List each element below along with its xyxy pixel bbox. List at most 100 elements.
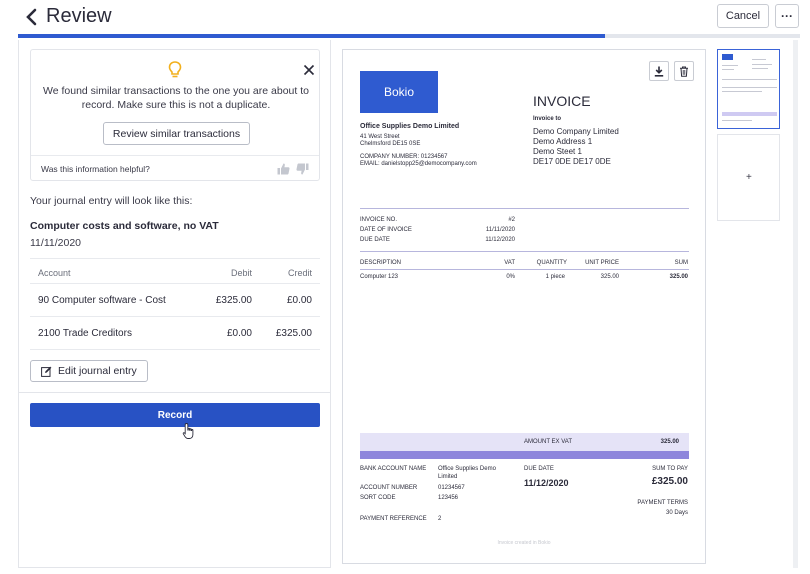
thumbnail-line bbox=[722, 120, 752, 121]
col-vat: VAT bbox=[504, 260, 515, 266]
column-credit: Credit bbox=[287, 268, 312, 278]
thumbnail-band bbox=[722, 112, 777, 116]
journal-date: 11/11/2020 bbox=[30, 237, 81, 249]
record-button[interactable]: Record bbox=[30, 403, 320, 427]
sum-to-pay-value: £325.00 bbox=[651, 476, 688, 487]
thumbnail-logo bbox=[722, 54, 733, 60]
sender-name: Office Supplies Demo Limited bbox=[360, 123, 460, 130]
page-thumbnail[interactable] bbox=[717, 49, 780, 129]
recipient-postcode: DE17 0DE DE17 0DE bbox=[533, 157, 611, 166]
thumbnail-line bbox=[722, 69, 734, 70]
bank-account-value-1: Office Supplies Demo bbox=[438, 466, 496, 472]
sort-code-value: 123456 bbox=[438, 495, 459, 501]
invoice-no-label: INVOICE NO. bbox=[360, 217, 398, 223]
payment-reference-value: 2 bbox=[438, 516, 442, 522]
sender-city: Chelmsford DE15 0SE bbox=[360, 141, 421, 147]
left-panel: We found similar transactions to the one… bbox=[18, 40, 331, 568]
invoice-footer: Invoice created in Bokio bbox=[497, 540, 551, 546]
thumbnail-line bbox=[752, 59, 766, 60]
due-date-summary-label: DUE DATE bbox=[524, 466, 554, 472]
invoice-no-value: #2 bbox=[508, 217, 515, 223]
bokio-logo: Bokio bbox=[360, 71, 438, 113]
column-debit: Debit bbox=[230, 268, 252, 278]
more-options-button[interactable]: ··· bbox=[775, 4, 799, 28]
amount-strip bbox=[360, 451, 689, 459]
col-sum: SUM bbox=[674, 260, 688, 266]
invoice-preview: Bokio INVOICE Office Supplies Demo Limit… bbox=[342, 49, 706, 564]
edit-journal-button[interactable]: Edit journal entry bbox=[30, 360, 148, 382]
header: Review Cancel ··· bbox=[0, 0, 810, 36]
add-icon: + bbox=[746, 172, 752, 183]
amount-ex-vat-value: 325.00 bbox=[660, 439, 679, 445]
divider bbox=[19, 392, 330, 393]
review-similar-button[interactable]: Review similar transactions bbox=[103, 122, 250, 145]
row-credit: £325.00 bbox=[275, 328, 312, 339]
divider bbox=[360, 269, 689, 270]
thumbnail-line bbox=[722, 79, 777, 80]
thumbs-up-icon[interactable] bbox=[277, 162, 290, 175]
journal-title: Computer costs and software, no VAT bbox=[30, 220, 219, 232]
account-number-label: ACCOUNT NUMBER bbox=[360, 485, 418, 491]
table-row: 90 Computer software - Cost £325.00 £0.0… bbox=[30, 284, 320, 317]
add-page-button[interactable]: + bbox=[717, 134, 780, 221]
recipient-address-2: Demo Steet 1 bbox=[533, 147, 582, 156]
notice-message: We found similar transactions to the one… bbox=[43, 85, 309, 111]
divider bbox=[31, 155, 319, 156]
journal-table-header: Account Debit Credit bbox=[30, 258, 320, 284]
pencil-icon bbox=[41, 366, 52, 377]
item-vat: 0% bbox=[506, 274, 515, 280]
invoice-heading: INVOICE bbox=[533, 93, 591, 109]
col-quantity: QUANTITY bbox=[536, 260, 567, 266]
row-debit: £325.00 bbox=[215, 295, 252, 306]
row-account: 2100 Trade Creditors bbox=[38, 328, 132, 339]
close-icon[interactable] bbox=[303, 63, 315, 76]
amount-ex-vat-label: AMOUNT EX VAT bbox=[524, 439, 573, 445]
invoice-date-value: 11/11/2020 bbox=[485, 227, 515, 233]
download-icon bbox=[654, 66, 664, 77]
bank-account-value-2: Limited bbox=[438, 474, 458, 480]
thumbnail-line bbox=[722, 65, 738, 66]
recipient-address-1: Demo Address 1 bbox=[533, 137, 593, 146]
progress-bar bbox=[18, 34, 800, 38]
row-credit: £0.00 bbox=[286, 295, 312, 306]
item-sum: 325.00 bbox=[669, 274, 688, 280]
sort-code-label: SORT CODE bbox=[360, 495, 396, 501]
col-unit-price: UNIT PRICE bbox=[585, 260, 619, 266]
hand-cursor-icon bbox=[182, 422, 196, 440]
divider bbox=[360, 208, 689, 209]
account-number-value: 01234567 bbox=[438, 485, 465, 491]
scrollbar[interactable] bbox=[793, 40, 798, 568]
helpful-question: Was this information helpful? bbox=[41, 164, 150, 174]
sum-to-pay-label: SUM TO PAY bbox=[652, 466, 688, 472]
invoice-to-label: Invoice to bbox=[533, 116, 562, 122]
back-chevron-icon[interactable] bbox=[24, 7, 40, 27]
item-description: Computer 123 bbox=[360, 274, 399, 280]
due-date-value: 11/12/2020 bbox=[485, 237, 515, 243]
item-quantity: 1 piece bbox=[545, 274, 565, 280]
journal-intro: Your journal entry will look like this: bbox=[30, 195, 193, 207]
page-title: Review bbox=[46, 5, 112, 27]
download-button[interactable] bbox=[649, 61, 669, 81]
payment-reference-label: PAYMENT REFERENCE bbox=[360, 516, 427, 522]
row-account: 90 Computer software - Cost bbox=[38, 295, 166, 306]
trash-icon bbox=[680, 66, 688, 77]
bank-account-label: BANK ACCOUNT NAME bbox=[360, 466, 427, 472]
lightbulb-icon bbox=[167, 60, 183, 80]
progress-fill bbox=[18, 34, 605, 38]
thumbnail-line bbox=[752, 68, 768, 69]
edit-journal-label: Edit journal entry bbox=[58, 365, 137, 377]
cancel-button[interactable]: Cancel bbox=[717, 4, 769, 28]
invoice-date-label: DATE OF INVOICE bbox=[360, 227, 412, 233]
payment-terms-label: PAYMENT TERMS bbox=[637, 500, 688, 506]
journal-table: Account Debit Credit 90 Computer softwar… bbox=[30, 258, 320, 350]
divider bbox=[360, 251, 689, 252]
duplicate-notice: We found similar transactions to the one… bbox=[30, 49, 320, 181]
thumbnail-line bbox=[722, 91, 762, 92]
table-row: 2100 Trade Creditors £0.00 £325.00 bbox=[30, 317, 320, 350]
payment-terms-value: 30 Days bbox=[665, 510, 688, 516]
delete-button[interactable] bbox=[674, 61, 694, 81]
sender-email: EMAIL: danielstopp25@democompany.com bbox=[360, 161, 477, 167]
recipient-name: Demo Company Limited bbox=[533, 127, 619, 136]
column-account: Account bbox=[38, 268, 71, 278]
thumbs-down-icon[interactable] bbox=[296, 162, 309, 175]
